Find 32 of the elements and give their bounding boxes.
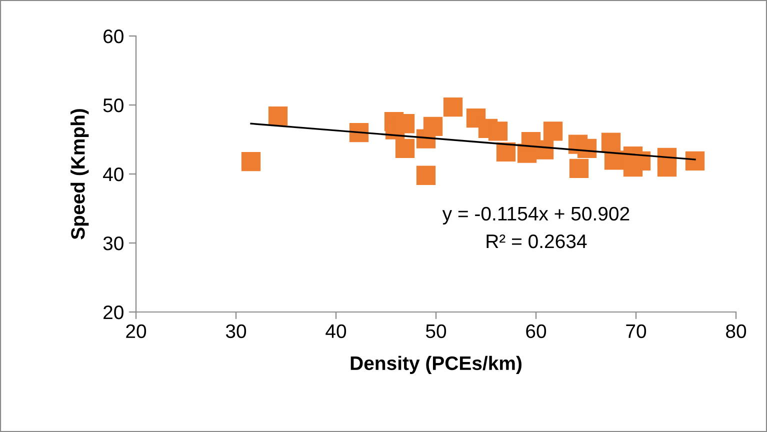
point xyxy=(416,166,436,185)
y-tick-label: 30 xyxy=(103,236,124,250)
x-tick-label: 30 xyxy=(226,324,246,338)
point xyxy=(268,106,288,126)
point xyxy=(395,138,415,158)
point xyxy=(349,123,369,142)
x-tick-label: 60 xyxy=(526,324,546,338)
y-tick-label: 60 xyxy=(104,29,124,44)
point xyxy=(604,150,624,170)
x-tick-label: 50 xyxy=(426,324,446,338)
point xyxy=(657,158,677,177)
point xyxy=(488,122,508,141)
y-tick-label: 50 xyxy=(103,98,124,112)
x-axis-title: Density (PCEs/km) xyxy=(350,356,522,374)
x-tick-label: 40 xyxy=(326,324,346,338)
point xyxy=(496,142,516,162)
y-tick-label: 40 xyxy=(103,167,124,182)
annotation: R² = 0.2634 xyxy=(486,234,587,248)
point xyxy=(685,151,705,170)
x-tick-label: 80 xyxy=(726,324,746,338)
point xyxy=(443,98,463,117)
point xyxy=(423,116,443,136)
point xyxy=(601,132,621,152)
point xyxy=(543,122,563,141)
point xyxy=(577,138,597,158)
y-tick-label: 20 xyxy=(104,305,124,320)
annotation: y = -0.1154x + 50.902 xyxy=(442,206,630,224)
point xyxy=(241,152,261,172)
x-tick-label: 70 xyxy=(626,324,646,338)
x-tick-label: 20 xyxy=(126,324,146,338)
y-axis-title: Speed (Kmph) xyxy=(70,109,89,240)
point xyxy=(569,158,589,178)
